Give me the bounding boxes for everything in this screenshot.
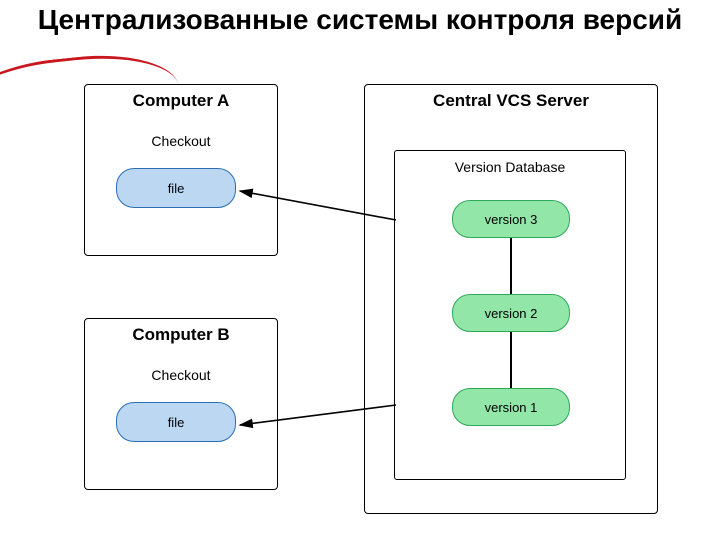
file-node-b-label: file — [168, 415, 185, 430]
connector-1 — [510, 332, 512, 388]
file-node-b: file — [116, 402, 236, 442]
version-node-2: version 2 — [452, 294, 570, 332]
version-database-title: Version Database — [395, 159, 625, 175]
panel-a-title: Computer A — [85, 91, 277, 111]
vcs-diagram: Computer A Checkout file Computer B Chec… — [80, 80, 665, 520]
version-node-1: version 1 — [452, 388, 570, 426]
version-node-3-label: version 3 — [485, 212, 538, 227]
connector-0 — [510, 238, 512, 294]
version-node-3: version 3 — [452, 200, 570, 238]
slide-title: Централизованные системы контроля версий — [0, 4, 720, 36]
panel-b-subtitle: Checkout — [85, 367, 277, 383]
panel-a-subtitle: Checkout — [85, 133, 277, 149]
version-node-1-label: version 1 — [485, 400, 538, 415]
version-node-2-label: version 2 — [485, 306, 538, 321]
panel-server-title: Central VCS Server — [365, 91, 657, 111]
panel-b-title: Computer B — [85, 325, 277, 345]
file-node-a-label: file — [168, 181, 185, 196]
file-node-a: file — [116, 168, 236, 208]
slide: Централизованные системы контроля версий… — [0, 0, 720, 540]
